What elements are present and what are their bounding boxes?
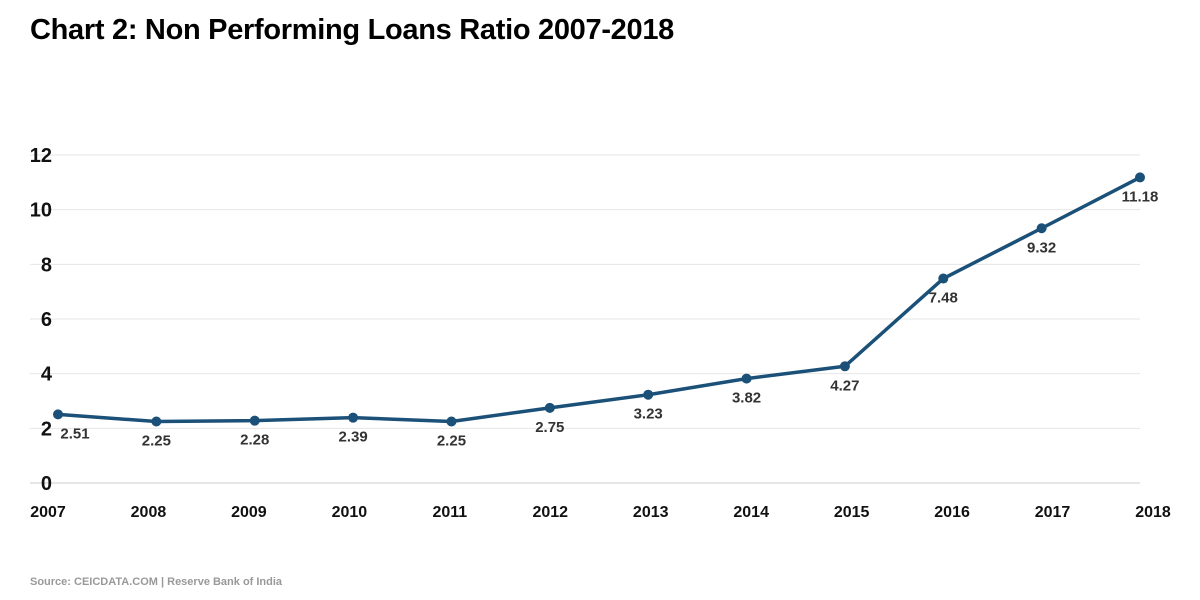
- data-point: [151, 416, 162, 427]
- x-tick-label: 2011: [432, 504, 467, 521]
- data-point: [643, 389, 654, 400]
- x-tick-label: 2014: [733, 504, 769, 521]
- source-note: Source: CEICDATA.COM | Reserve Bank of I…: [30, 576, 283, 588]
- x-tick-label: 2017: [1035, 504, 1071, 521]
- data-point: [1036, 223, 1047, 234]
- chart-title: Chart 2: Non Performing Loans Ratio 2007…: [30, 14, 674, 46]
- data-label: 2.51: [60, 425, 89, 442]
- x-tick-label: 2009: [231, 504, 267, 521]
- data-label: 3.82: [732, 390, 761, 407]
- data-label: 9.32: [1027, 239, 1056, 256]
- x-tick-label: 2015: [834, 504, 870, 521]
- data-labels: 2.51 2.25 2.28 2.39 2.25 2.75 3.23 3.82 4.27 7.48…: [60, 188, 1158, 449]
- data-label: 11.18: [1122, 188, 1159, 205]
- series-line: [56, 175, 1142, 424]
- x-tick-label: 2007: [30, 504, 66, 521]
- y-tick-label: 6: [41, 309, 52, 331]
- y-axis-ticks: 0 2 4 6 8 10 12: [30, 145, 53, 495]
- data-label: 2.25: [437, 433, 466, 450]
- x-tick-label: 2013: [633, 504, 669, 521]
- data-point: [446, 416, 457, 427]
- data-point: [938, 273, 949, 284]
- data-label: 2.75: [535, 419, 564, 436]
- x-tick-label: 2016: [934, 504, 970, 521]
- data-point: [53, 409, 63, 420]
- data-point: [1135, 172, 1145, 183]
- data-point: [839, 361, 850, 372]
- data-label: 2.39: [338, 429, 367, 446]
- y-tick-label: 10: [30, 200, 52, 222]
- y-tick-label: 4: [41, 364, 53, 386]
- series-line-group: [56, 175, 1142, 424]
- data-label: 2.25: [142, 433, 171, 450]
- data-label: 4.27: [830, 377, 859, 394]
- y-tick-label: 8: [41, 254, 52, 276]
- data-point: [741, 373, 752, 384]
- y-tick-label: 12: [30, 145, 52, 167]
- x-axis-ticks: 2007 2008 2009 2010 2011 2012 2013 2014 2015 2016…: [30, 504, 1171, 521]
- data-label: 2.28: [240, 432, 269, 449]
- data-label: 3.23: [634, 406, 663, 423]
- y-tick-label: 2: [41, 418, 52, 440]
- x-tick-label: 2018: [1135, 504, 1171, 521]
- x-tick-label: 2010: [332, 504, 368, 521]
- data-label: 7.48: [929, 290, 958, 307]
- data-point: [348, 412, 359, 423]
- data-point: [544, 402, 555, 413]
- data-points: [53, 172, 1145, 427]
- data-point: [249, 415, 260, 426]
- x-tick-label: 2012: [532, 504, 568, 521]
- x-tick-label: 2008: [131, 504, 167, 521]
- gridlines: [30, 154, 1140, 484]
- y-tick-label: 0: [41, 473, 52, 495]
